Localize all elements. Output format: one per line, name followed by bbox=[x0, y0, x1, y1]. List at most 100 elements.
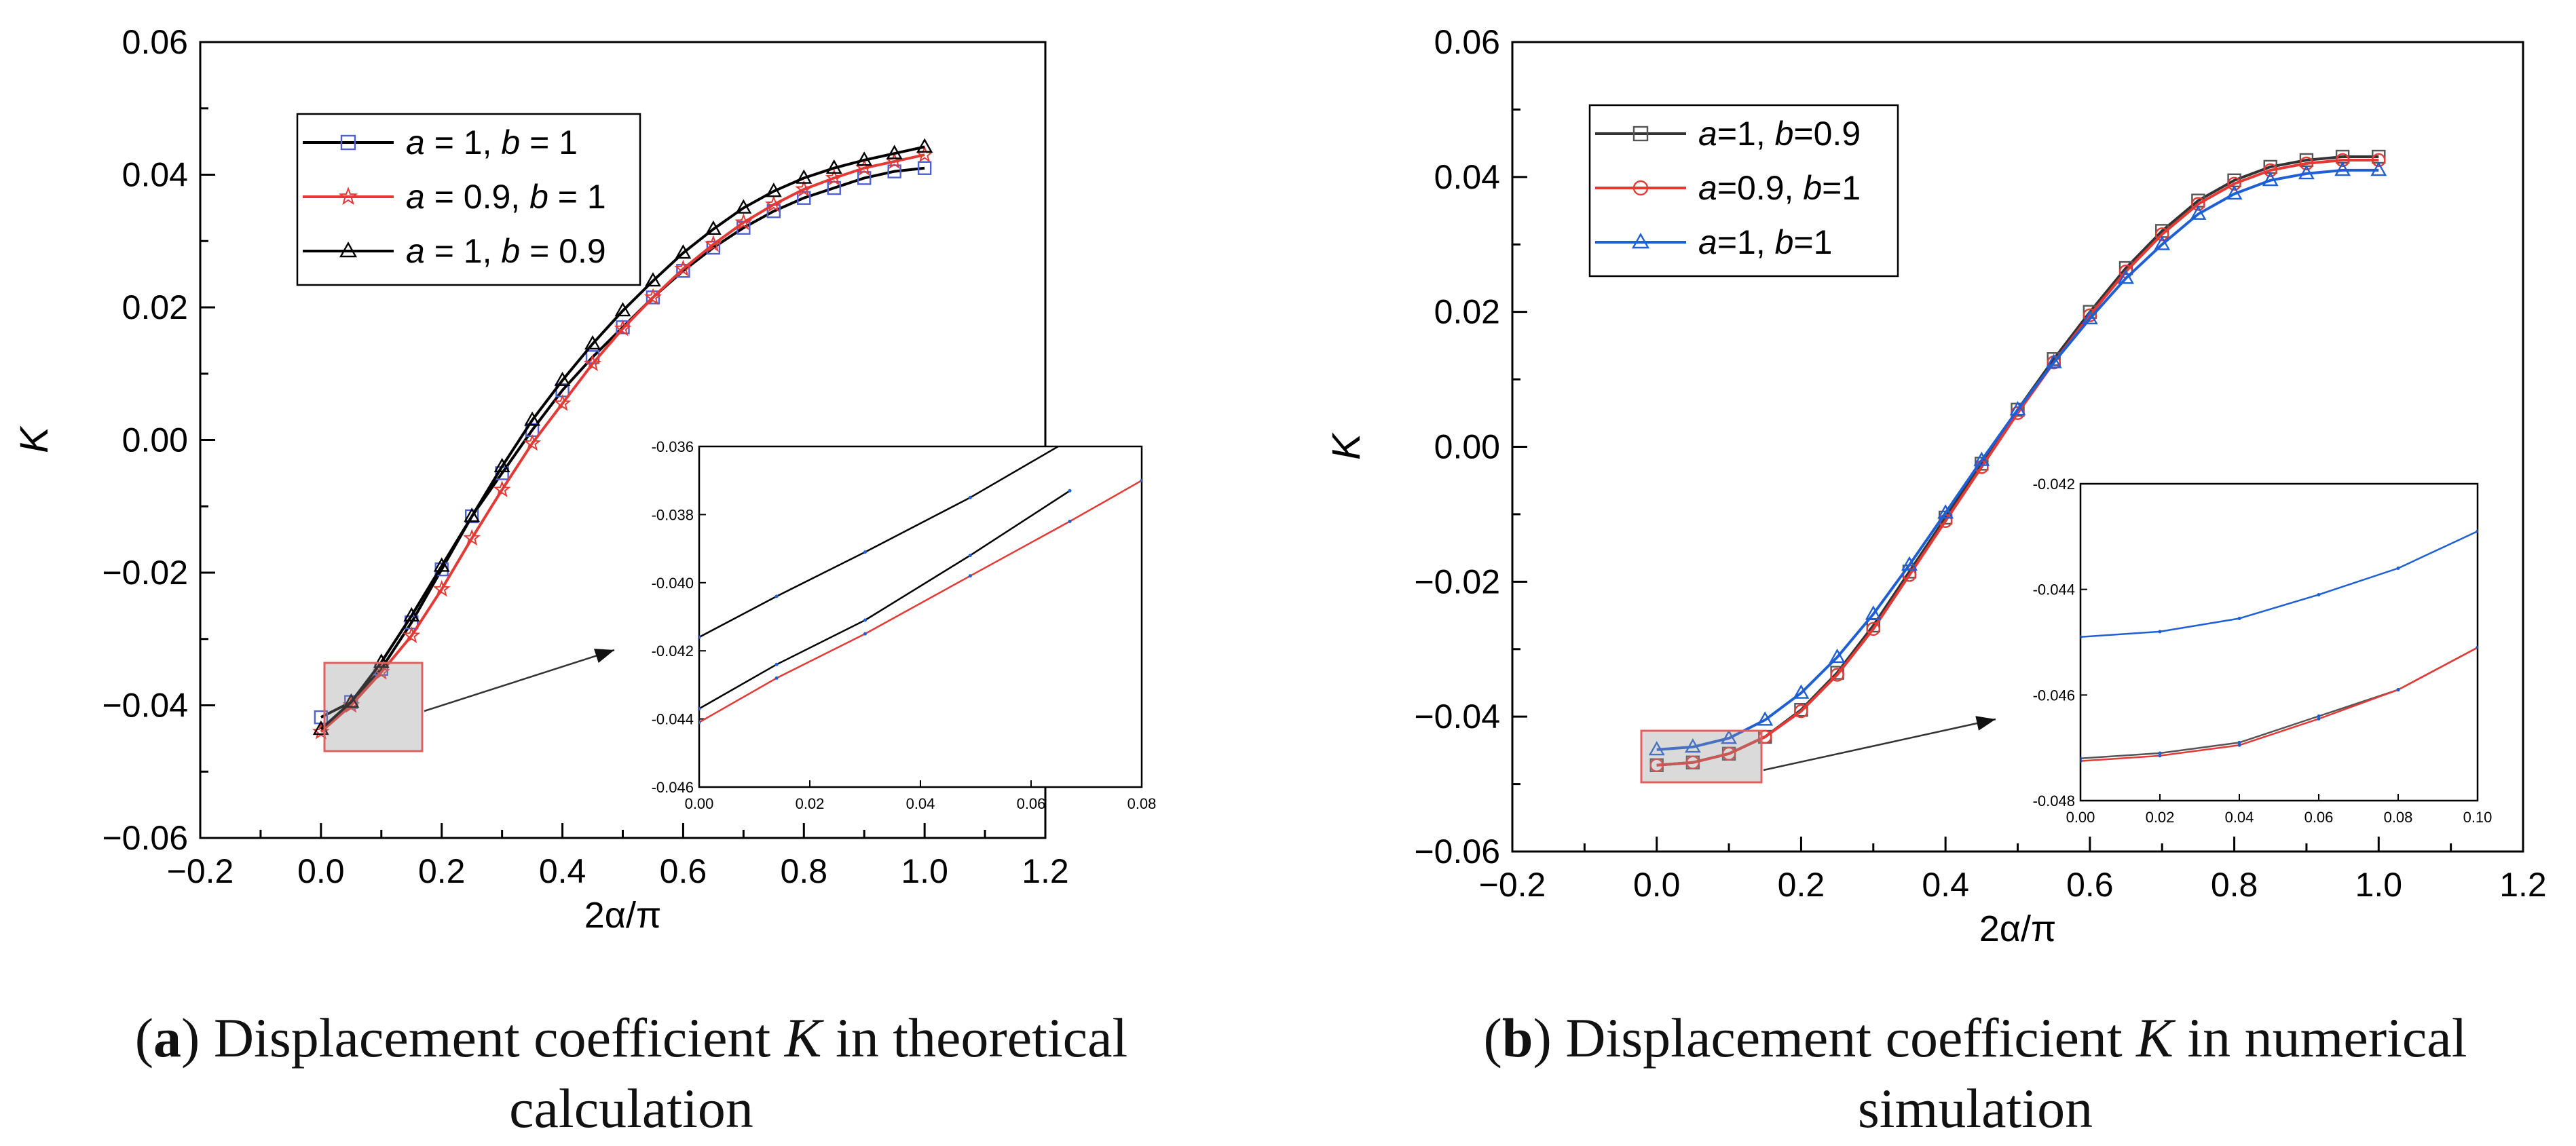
series-point bbox=[584, 335, 601, 350]
series-point bbox=[1794, 704, 1808, 719]
series-point bbox=[917, 161, 932, 175]
y-tick-label: 0.02 bbox=[122, 288, 188, 326]
series-3 bbox=[1648, 161, 2387, 756]
series-point bbox=[825, 168, 843, 186]
inset-series-point bbox=[699, 635, 701, 639]
inset-series-point bbox=[968, 574, 972, 578]
x-tick-label: −0.2 bbox=[167, 852, 234, 890]
x-tick-label: 1.0 bbox=[2355, 866, 2403, 904]
legend-label: a = 1, b = 0.9 bbox=[406, 232, 606, 270]
inset-x-tick-label: 0.08 bbox=[2384, 809, 2413, 826]
series-point bbox=[464, 508, 481, 522]
series-point bbox=[1757, 711, 1774, 726]
series-point bbox=[2372, 153, 2386, 168]
series-point bbox=[705, 220, 722, 235]
series-point bbox=[2191, 197, 2205, 211]
y-tick-label: −0.06 bbox=[102, 819, 188, 857]
inset-series bbox=[699, 446, 1142, 725]
series-point bbox=[2262, 172, 2279, 187]
inset-series-point bbox=[774, 676, 779, 680]
series-point bbox=[1829, 648, 1846, 664]
inset-series-point bbox=[863, 550, 867, 554]
inset-series-point bbox=[1068, 519, 1072, 523]
inset-frame bbox=[698, 445, 1143, 788]
legend-marker bbox=[1632, 126, 1649, 142]
y-tick-label: −0.06 bbox=[1414, 833, 1500, 871]
series-point bbox=[916, 138, 933, 153]
series-point bbox=[1685, 755, 1700, 769]
inset-series-point bbox=[699, 707, 701, 711]
x-tick-label: 0.8 bbox=[781, 852, 828, 890]
inset-series-point bbox=[774, 594, 779, 598]
inset-y-tick-label: -0.036 bbox=[652, 438, 694, 455]
series-point bbox=[1937, 504, 1954, 519]
x-tick-label: 0.0 bbox=[297, 852, 345, 890]
series-point bbox=[403, 626, 421, 643]
series-point bbox=[734, 213, 753, 230]
series-point bbox=[1758, 729, 1772, 744]
inset-series-point bbox=[2476, 529, 2478, 533]
series-point bbox=[2335, 153, 2350, 168]
x-tick-label: −0.2 bbox=[1479, 866, 1546, 904]
inset-series-line bbox=[2080, 530, 2478, 638]
chart-panel-a: −0.2 0.0 0.2 0.4 0.6 0.8 1.0 1.2 −0.06 −0.04 −0.02… bbox=[12, 23, 1156, 936]
series-point bbox=[2298, 165, 2315, 180]
x-tick-label: 1.2 bbox=[2499, 866, 2547, 904]
inset-y-tick-label: -0.042 bbox=[2033, 476, 2075, 493]
inset-series-point bbox=[2476, 645, 2478, 649]
x-axis-label: 2α/π bbox=[1979, 909, 2057, 949]
series-point bbox=[2190, 205, 2207, 220]
series-point bbox=[584, 354, 602, 372]
y-tick-label: −0.02 bbox=[102, 554, 188, 592]
inset-series-point bbox=[2158, 751, 2162, 755]
series-point bbox=[2081, 309, 2098, 325]
series-line bbox=[320, 153, 925, 733]
series-point bbox=[735, 199, 752, 214]
series-point bbox=[1684, 738, 1701, 753]
series-point bbox=[463, 529, 481, 546]
inset-series-point bbox=[2237, 743, 2241, 747]
legend-label: a = 0.9, b = 1 bbox=[406, 178, 606, 216]
y-tick-label: −0.04 bbox=[102, 687, 188, 725]
zoom-region-box bbox=[1640, 729, 1763, 784]
series-point bbox=[524, 411, 541, 426]
y-tick-label: 0.06 bbox=[1434, 23, 1500, 61]
inset-plot: 0.00 0.02 0.04 0.06 0.08 -0.046 -0.044 -0.042 -0… bbox=[652, 438, 1157, 812]
inset-series-point bbox=[1068, 489, 1072, 493]
series-point bbox=[2299, 156, 2314, 171]
series-point bbox=[1901, 556, 1918, 571]
x-tick-label: 0.2 bbox=[418, 852, 466, 890]
inset-series-point bbox=[2396, 688, 2400, 692]
inset-x-tick-label: 0.08 bbox=[1127, 795, 1157, 812]
series-point bbox=[432, 579, 451, 597]
series-line bbox=[320, 145, 925, 731]
series-point bbox=[373, 653, 390, 668]
x-tick-label: 1.0 bbox=[901, 852, 948, 890]
y-tick-label: 0.00 bbox=[122, 421, 188, 459]
series-point bbox=[343, 693, 360, 708]
series-point bbox=[403, 607, 420, 622]
inset-y-tick-label: -0.048 bbox=[2033, 792, 2075, 809]
y-tick-label: 0.00 bbox=[1434, 428, 1500, 466]
series-line bbox=[1656, 159, 2379, 767]
x-tick-label: 0.4 bbox=[539, 852, 586, 890]
inset-series-point bbox=[863, 618, 867, 622]
x-tick-label: 0.0 bbox=[1633, 866, 1681, 904]
zoom-arrow-head bbox=[593, 649, 614, 664]
x-tick-label: 0.2 bbox=[1778, 866, 1825, 904]
zoom-arrow bbox=[424, 649, 615, 712]
inset-series-point bbox=[2317, 714, 2321, 718]
inset-x-tick-label: 0.00 bbox=[2066, 809, 2095, 826]
inset-y-tick-label: -0.044 bbox=[652, 711, 694, 728]
y-tick-label: 0.02 bbox=[1434, 293, 1500, 331]
series-point bbox=[493, 457, 510, 472]
y-tick-label: −0.04 bbox=[1414, 698, 1500, 736]
series-point bbox=[675, 244, 692, 259]
series-point bbox=[312, 722, 330, 740]
legend: a = 1, b = 1 a = 0.9, b = 1 a = 1, b = 0.9 bbox=[296, 113, 641, 286]
inset-x-tick-label: 0.06 bbox=[1017, 795, 1046, 812]
inset-series-point bbox=[2080, 757, 2083, 761]
inset-y-tick-label: -0.046 bbox=[2033, 687, 2075, 704]
series-point bbox=[614, 319, 632, 337]
inset-series-point bbox=[2080, 759, 2083, 763]
